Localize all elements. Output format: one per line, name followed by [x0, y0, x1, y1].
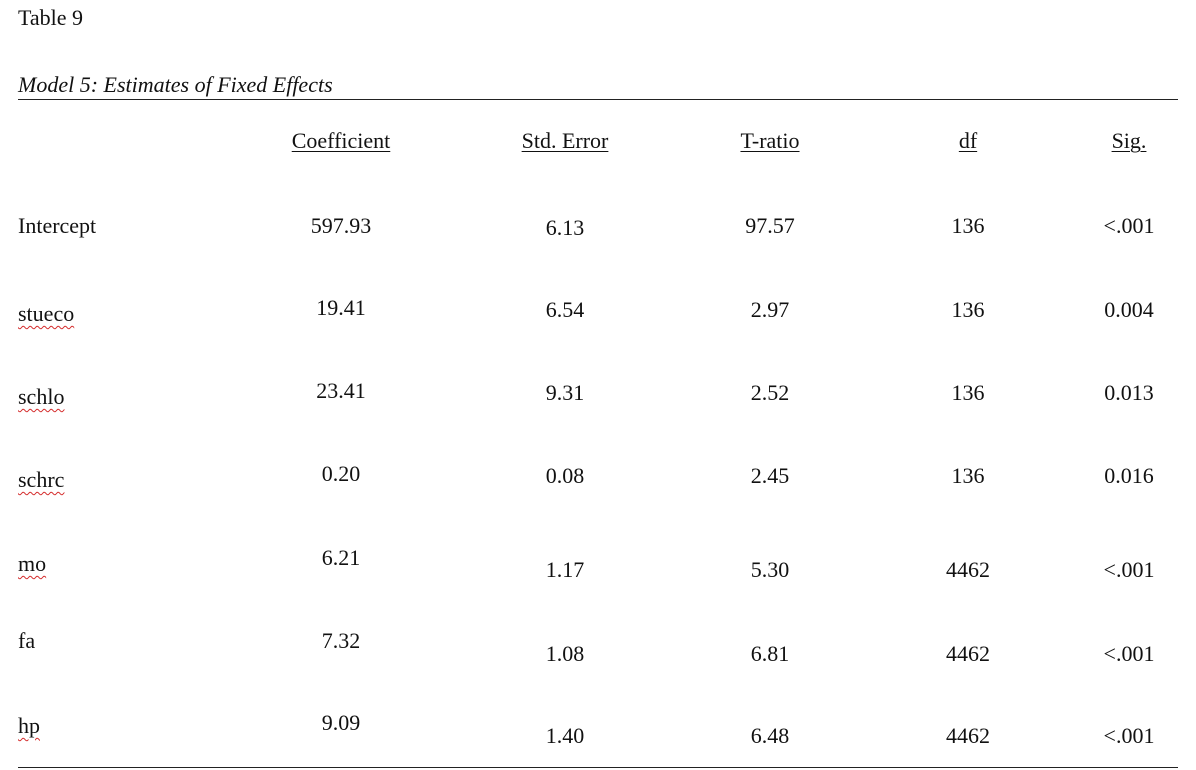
header-df: df [958, 128, 978, 153]
row-label-fa: fa [18, 628, 36, 653]
table-cell: <.001 [1103, 723, 1155, 748]
table-cell: <.001 [1103, 213, 1155, 238]
header-coefficient: Coefficient [291, 128, 391, 153]
table-cell: 0.004 [1104, 297, 1154, 322]
row-label-schlo: schlo [18, 384, 65, 409]
row-label-schrc: schrc [18, 467, 65, 492]
table-cell: 136 [951, 297, 985, 322]
table-cell: 2.52 [750, 380, 790, 405]
header-std-error: Std. Error [521, 128, 609, 153]
table-cell: 2.97 [750, 297, 790, 322]
table-cell: 597.93 [310, 213, 372, 238]
table-number: Table 9 [18, 5, 84, 30]
table-cell: 136 [951, 380, 985, 405]
table-cell: 6.81 [750, 641, 790, 666]
bottom-rule [18, 767, 1178, 768]
table-cell: 4462 [946, 641, 990, 666]
table-cell: 0.013 [1104, 380, 1154, 405]
table-cell: 97.57 [745, 213, 795, 238]
table-cell: 6.21 [321, 545, 361, 570]
table-cell: 9.31 [545, 380, 585, 405]
row-label-stueco: stueco [18, 301, 75, 326]
table-cell: 1.40 [545, 723, 585, 748]
top-rule [18, 99, 1178, 100]
table-cell: 7.32 [321, 628, 361, 653]
table-cell: 136 [951, 463, 985, 488]
table-cell: 0.08 [545, 463, 585, 488]
table-cell: 4462 [946, 723, 990, 748]
table-cell: 1.08 [545, 641, 585, 666]
table-cell: 6.48 [750, 723, 790, 748]
table-cell: 6.13 [545, 215, 585, 240]
table-cell: 0.016 [1104, 463, 1154, 488]
table-cell: 4462 [946, 557, 990, 582]
table-cell: <.001 [1103, 557, 1155, 582]
table-cell: 0.20 [321, 461, 361, 486]
header-sig: Sig. [1111, 128, 1147, 153]
table-cell: 6.54 [545, 297, 585, 322]
header-t-ratio: T-ratio [740, 128, 800, 153]
table-cell: 19.41 [316, 295, 366, 320]
table-cell: 23.41 [316, 378, 366, 403]
table-cell: 2.45 [750, 463, 790, 488]
row-label-hp: hp [18, 713, 40, 738]
row-label-intercept: Intercept [18, 213, 97, 238]
table-cell: 136 [951, 213, 985, 238]
table-caption: Model 5: Estimates of Fixed Effects [18, 72, 333, 97]
table-cell: 9.09 [321, 710, 361, 735]
table-cell: 1.17 [545, 557, 585, 582]
row-label-mo: mo [18, 551, 47, 576]
table-cell: <.001 [1103, 641, 1155, 666]
table-cell: 5.30 [750, 557, 790, 582]
